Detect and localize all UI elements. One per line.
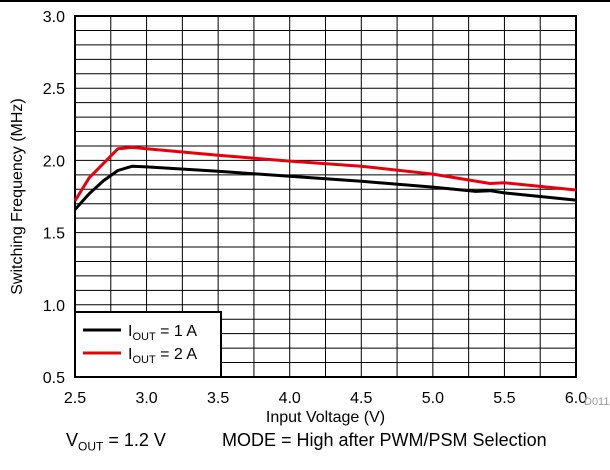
x-tick-label: 3.5: [207, 390, 229, 407]
vout-caption-main: V: [66, 430, 79, 450]
x-tick-label: 6.0: [565, 390, 587, 407]
y-tick-label: 1.5: [43, 226, 65, 243]
x-tick-label: 2.5: [64, 390, 86, 407]
top-rule: [0, 0, 610, 2]
mode-caption: MODE = High after PWM/PSM Selection: [222, 430, 547, 450]
x-tick-label: 5.0: [422, 390, 444, 407]
y-tick-label: 2.0: [43, 153, 65, 170]
series-line-2: [73, 145, 577, 202]
legend: IOUT = 1 A IOUT = 2 A: [74, 311, 222, 378]
legend-label: IOUT = 2 A: [128, 346, 197, 366]
y-axis-label: Switching Frequency (MHz): [9, 98, 26, 295]
x-axis-label: Input Voltage (V): [266, 409, 385, 426]
vout-caption-value: = 1.2 V: [103, 430, 166, 450]
figure-id: D011: [584, 396, 610, 408]
y-tick-label: 2.5: [43, 81, 65, 98]
series-line-1: [73, 164, 577, 211]
y-tick-label: 1.0: [43, 298, 65, 315]
x-tick-label: 3.0: [135, 390, 157, 407]
y-tick-label: 3.0: [43, 9, 65, 26]
legend-box: [74, 311, 222, 378]
legend-label: IOUT = 1 A: [128, 323, 197, 343]
x-tick-label: 5.5: [493, 390, 515, 407]
y-tick-label: 0.5: [43, 370, 65, 387]
plot-frame: [74, 15, 577, 378]
vout-caption-sub: OUT: [78, 439, 104, 454]
x-tick-label: 4.5: [350, 390, 372, 407]
x-tick-label: 4.0: [279, 390, 301, 407]
vout-caption: VOUT = 1.2 V: [66, 430, 166, 454]
